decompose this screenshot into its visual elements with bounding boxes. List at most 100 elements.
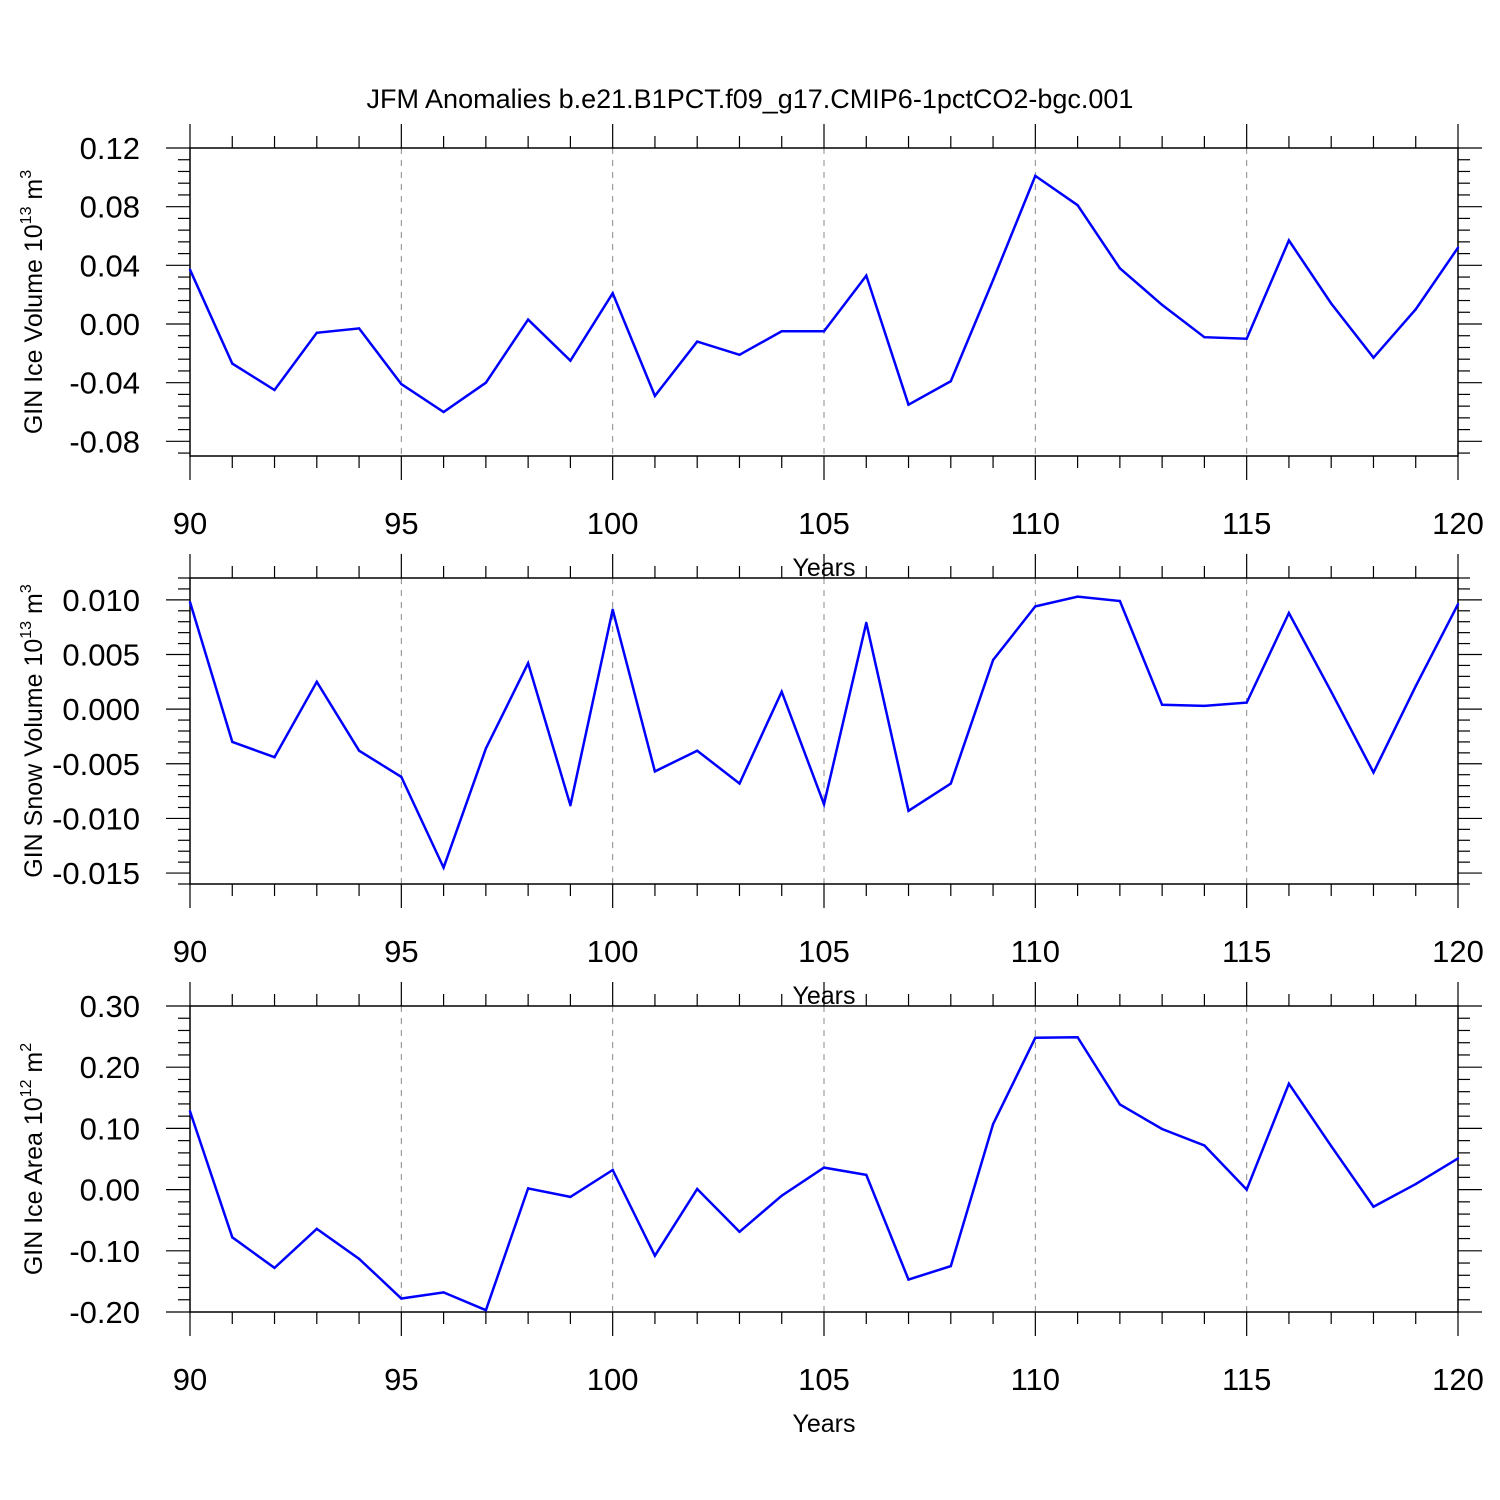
x-tick-label: 95 [384,934,418,969]
data-point [991,278,995,282]
data-point [357,327,361,330]
data-point [1118,599,1122,603]
data-point [822,803,826,806]
plot-frame [189,147,1459,457]
x-tick-label: 110 [1011,934,1060,969]
chart-panel-2: 90 95 100 105 110 115 120Years0.0100.0050.000-… [18,554,1484,1010]
x-tick-label: 90 [173,506,207,541]
data-point [907,809,910,812]
data-point [907,403,910,406]
y-tick-label: 0.08 [80,190,140,225]
data-point [1372,1205,1375,1208]
data-point [1372,771,1375,774]
data-point [738,782,741,785]
data-point [1203,704,1206,708]
data-point [1330,302,1333,305]
chart-panel-3: 90 95 100 105 110 115 120 Years 0.30 0.20 0.10 0.00… [18,982,1484,1438]
y-tick-label: 0.04 [80,248,140,283]
data-point [1414,1182,1417,1186]
data-point [1287,1082,1291,1085]
y-axis-title: GIN Ice Volume 1013 m3 [18,170,48,434]
data-point [526,318,530,321]
data-point [484,747,488,750]
y-tick-label: -0.010 [52,801,140,836]
data-point [442,866,445,869]
y-tick-label: -0.015 [52,856,140,891]
y-tick-label: 0.00 [80,307,140,342]
data-point [526,1187,530,1190]
data-point [1287,611,1291,615]
x-tick-label: 110 [1011,506,1060,541]
x-tick-label: 95 [384,506,418,541]
plot-frame [189,1005,1459,1313]
data-point [738,353,741,356]
chart-panel-1: 90 95 100 105 110 115 120Years0.120.080.040.00… [18,124,1484,582]
data-point [1456,603,1460,606]
x-tick-label: 100 [587,1362,639,1397]
data-point [400,775,403,779]
data-point [1076,1036,1079,1039]
y-tick-label: 0.12 [80,131,140,166]
y-tick-label: 0.010 [62,583,140,618]
data-point [400,382,403,386]
data-point [822,330,826,333]
data-point [1160,1127,1164,1131]
data-point [1160,703,1164,706]
data-point [231,362,234,365]
data-point [949,1264,952,1268]
y-tick-label: 0.20 [80,1050,140,1085]
data-point [231,1236,234,1239]
x-tick-label: 115 [1222,934,1271,969]
data-point [696,749,699,752]
data-point [738,1230,741,1234]
x-tick-label: 115 [1222,506,1271,541]
x-tick-label: 115 [1222,1362,1271,1397]
x-tick-label: 110 [1011,1362,1060,1397]
data-point [569,804,572,807]
data-point [1203,1144,1206,1147]
x-tick-label: 90 [173,934,207,969]
data-point [1160,303,1164,307]
data-point [949,782,952,785]
y-tick-label: -0.005 [52,747,140,782]
data-point [484,381,488,384]
x-tick-label: 100 [587,506,639,541]
data-point [780,330,783,333]
y-tick-label: 0.10 [80,1111,140,1146]
data-point [611,292,614,295]
data-point [1330,690,1333,693]
data-point [231,740,234,744]
data-point [1456,1157,1460,1160]
data-point [273,1266,276,1270]
data-point [696,340,699,343]
y-tick-label: -0.08 [69,424,140,459]
data-point [442,1291,445,1294]
data-point [949,380,952,383]
data-point [1076,204,1079,207]
data-point [188,268,192,271]
x-tick-label: 90 [173,1362,207,1397]
data-point [1372,356,1375,359]
data-point [1414,308,1417,311]
y-tick-label: -0.04 [69,366,140,401]
data-point [991,1122,995,1126]
data-point [1034,174,1037,178]
data-point [1287,239,1291,242]
data-point [653,770,657,773]
data-point [188,1110,192,1113]
data-point [653,1254,657,1257]
x-tick-label: 105 [798,506,850,541]
data-point [315,680,318,684]
plot-frame [189,577,1459,885]
data-point [569,359,572,362]
data-point [1456,246,1460,249]
data-point [400,1297,403,1300]
data-point [780,690,783,693]
y-tick-label: -0.10 [69,1234,140,1269]
data-point [1076,595,1079,598]
data-point [442,410,445,414]
data-point [611,608,614,611]
y-axis-title: GIN Snow Volume 1013 m3 [18,584,48,878]
data-point [865,1173,868,1177]
